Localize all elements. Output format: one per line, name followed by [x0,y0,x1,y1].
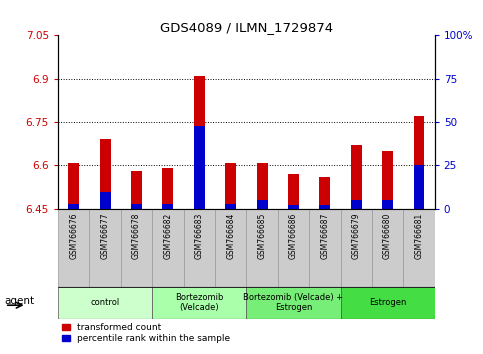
Title: GDS4089 / ILMN_1729874: GDS4089 / ILMN_1729874 [160,21,333,34]
Text: agent: agent [5,296,35,306]
Bar [256,162,268,209]
Text: GSM766684: GSM766684 [226,213,235,259]
Bar [131,171,142,209]
Bar [351,200,362,209]
Text: Estrogen: Estrogen [369,298,406,307]
Bar [58,287,152,319]
Bar [58,209,89,287]
Bar [68,162,79,209]
Bar [215,209,246,287]
Bar [319,177,330,209]
Bar [309,209,341,287]
Bar [382,200,393,209]
Bar [403,209,435,287]
Text: GSM766676: GSM766676 [69,213,78,259]
Bar [351,145,362,209]
Bar [99,139,111,209]
Text: control: control [90,298,120,307]
Bar [413,165,425,209]
Bar [288,174,299,209]
Bar [225,204,236,209]
Text: Bortezomib
(Velcade): Bortezomib (Velcade) [175,293,224,312]
Bar [89,209,121,287]
Text: GSM766680: GSM766680 [383,213,392,259]
Bar [152,209,184,287]
Bar [382,151,393,209]
Bar [194,76,205,209]
Bar [319,205,330,209]
Bar [256,200,268,209]
Bar [372,209,403,287]
Bar [413,116,425,209]
Bar [246,287,341,319]
Text: GSM766686: GSM766686 [289,213,298,259]
Bar [162,204,173,209]
Bar [341,209,372,287]
Bar [341,287,435,319]
Bar [184,209,215,287]
Text: GSM766681: GSM766681 [414,213,424,259]
Bar [152,287,246,319]
Text: GSM766687: GSM766687 [320,213,329,259]
Legend: transformed count, percentile rank within the sample: transformed count, percentile rank withi… [62,323,230,343]
Bar [162,169,173,209]
Bar [225,162,236,209]
Bar [288,205,299,209]
Bar [131,204,142,209]
Text: GSM766685: GSM766685 [257,213,267,259]
Bar [194,126,205,209]
Bar [121,209,152,287]
Bar [278,209,309,287]
Bar [99,192,111,209]
Text: GSM766677: GSM766677 [100,213,110,259]
Text: GSM766679: GSM766679 [352,213,361,259]
Bar [246,209,278,287]
Text: GSM766678: GSM766678 [132,213,141,259]
Text: Bortezomib (Velcade) +
Estrogen: Bortezomib (Velcade) + Estrogen [243,293,343,312]
Text: GSM766683: GSM766683 [195,213,204,259]
Bar [68,204,79,209]
Text: GSM766682: GSM766682 [163,213,172,259]
